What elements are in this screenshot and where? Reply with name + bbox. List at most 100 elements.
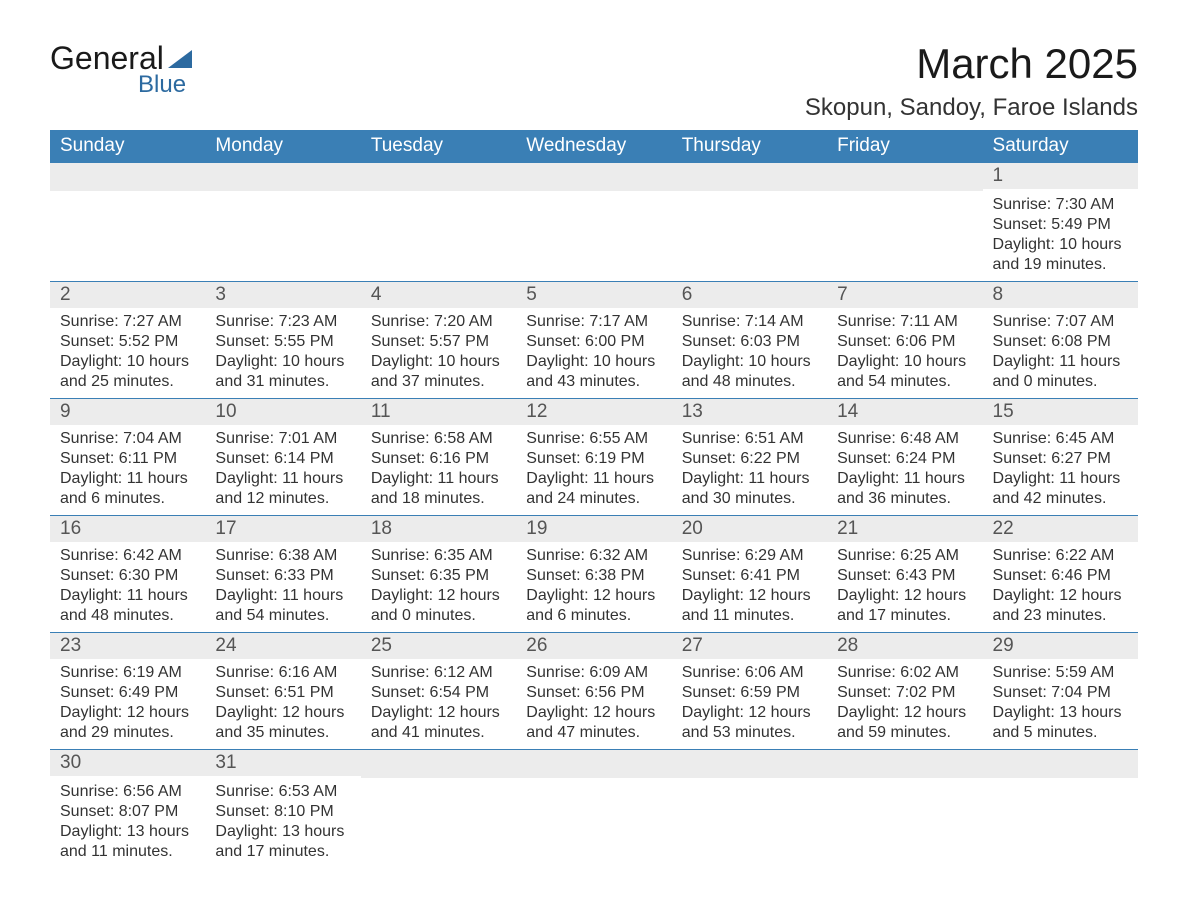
day-content: [516, 778, 671, 860]
day-content-cell: [983, 778, 1138, 868]
day-number: 19: [516, 516, 671, 542]
day-number: 11: [361, 399, 516, 425]
day-number-cell: 7: [827, 282, 982, 309]
calendar-table: Sunday Monday Tuesday Wednesday Thursday…: [50, 130, 1138, 868]
day-content: Sunrise: 6:09 AMSunset: 6:56 PMDaylight:…: [516, 659, 671, 749]
day-content: Sunrise: 6:35 AMSunset: 6:35 PMDaylight:…: [361, 542, 516, 632]
day-content: Sunrise: 7:04 AMSunset: 6:11 PMDaylight:…: [50, 425, 205, 515]
day-content-cell: Sunrise: 6:12 AMSunset: 6:54 PMDaylight:…: [361, 659, 516, 750]
day-content-cell: Sunrise: 6:06 AMSunset: 6:59 PMDaylight:…: [672, 659, 827, 750]
sunset-line: Sunset: 6:54 PM: [371, 683, 506, 703]
sunrise-line: Sunrise: 6:22 AM: [993, 546, 1128, 566]
day-number: 4: [361, 282, 516, 308]
day-content-cell: Sunrise: 6:25 AMSunset: 6:43 PMDaylight:…: [827, 542, 982, 633]
sunset-line: Sunset: 6:56 PM: [526, 683, 661, 703]
day-number-cell: 15: [983, 399, 1138, 426]
daylight-line: Daylight: 12 hours and 6 minutes.: [526, 586, 661, 626]
day-number-cell: [516, 750, 671, 779]
day-number-cell: 21: [827, 516, 982, 543]
day-content: Sunrise: 6:32 AMSunset: 6:38 PMDaylight:…: [516, 542, 671, 632]
day-number-cell: 4: [361, 282, 516, 309]
day-content: Sunrise: 6:55 AMSunset: 6:19 PMDaylight:…: [516, 425, 671, 515]
day-number-cell: 28: [827, 633, 982, 660]
day-content: [983, 778, 1138, 860]
sunset-line: Sunset: 6:19 PM: [526, 449, 661, 469]
day-number: 5: [516, 282, 671, 308]
day-content-cell: Sunrise: 6:35 AMSunset: 6:35 PMDaylight:…: [361, 542, 516, 633]
daylight-line: Daylight: 13 hours and 11 minutes.: [60, 822, 195, 862]
sunrise-line: Sunrise: 6:32 AM: [526, 546, 661, 566]
daylight-line: Daylight: 11 hours and 30 minutes.: [682, 469, 817, 509]
day-number-cell: 23: [50, 633, 205, 660]
day-number-cell: [827, 163, 982, 192]
day-content-row: Sunrise: 7:30 AMSunset: 5:49 PMDaylight:…: [50, 191, 1138, 282]
day-content: [361, 778, 516, 860]
day-content: Sunrise: 6:56 AMSunset: 8:07 PMDaylight:…: [50, 778, 205, 868]
sunset-line: Sunset: 6:22 PM: [682, 449, 817, 469]
daylight-line: Daylight: 11 hours and 24 minutes.: [526, 469, 661, 509]
day-number: 1: [983, 163, 1138, 189]
day-content: [205, 191, 360, 273]
month-title: March 2025: [805, 40, 1138, 88]
daylight-line: Daylight: 11 hours and 36 minutes.: [837, 469, 972, 509]
sunset-line: Sunset: 7:02 PM: [837, 683, 972, 703]
daylight-line: Daylight: 10 hours and 31 minutes.: [215, 352, 350, 392]
day-number: 12: [516, 399, 671, 425]
day-number-cell: 10: [205, 399, 360, 426]
day-number-cell: 11: [361, 399, 516, 426]
daylight-line: Daylight: 10 hours and 19 minutes.: [993, 235, 1128, 275]
sunrise-line: Sunrise: 7:07 AM: [993, 312, 1128, 332]
day-content-cell: Sunrise: 6:55 AMSunset: 6:19 PMDaylight:…: [516, 425, 671, 516]
title-block: March 2025 Skopun, Sandoy, Faroe Islands: [805, 40, 1138, 122]
day-number-cell: 6: [672, 282, 827, 309]
sunset-line: Sunset: 6:46 PM: [993, 566, 1128, 586]
day-number: 8: [983, 282, 1138, 308]
day-content-cell: Sunrise: 6:53 AMSunset: 8:10 PMDaylight:…: [205, 778, 360, 868]
location-subtitle: Skopun, Sandoy, Faroe Islands: [805, 94, 1138, 122]
day-content: Sunrise: 5:59 AMSunset: 7:04 PMDaylight:…: [983, 659, 1138, 749]
sunrise-line: Sunrise: 6:51 AM: [682, 429, 817, 449]
day-number: [827, 163, 982, 191]
day-number: 22: [983, 516, 1138, 542]
sunrise-line: Sunrise: 6:19 AM: [60, 663, 195, 683]
day-number-cell: [205, 163, 360, 192]
day-number: 28: [827, 633, 982, 659]
weekday-header: Wednesday: [516, 130, 671, 163]
day-number-cell: 16: [50, 516, 205, 543]
day-number-cell: [672, 750, 827, 779]
day-number-cell: [672, 163, 827, 192]
day-content-row: Sunrise: 7:04 AMSunset: 6:11 PMDaylight:…: [50, 425, 1138, 516]
day-number-row: 2345678: [50, 282, 1138, 309]
day-content-row: Sunrise: 6:19 AMSunset: 6:49 PMDaylight:…: [50, 659, 1138, 750]
day-number-cell: 17: [205, 516, 360, 543]
day-content-cell: Sunrise: 6:32 AMSunset: 6:38 PMDaylight:…: [516, 542, 671, 633]
day-number: 13: [672, 399, 827, 425]
day-content: Sunrise: 6:06 AMSunset: 6:59 PMDaylight:…: [672, 659, 827, 749]
day-content-cell: Sunrise: 6:58 AMSunset: 6:16 PMDaylight:…: [361, 425, 516, 516]
day-number-cell: 26: [516, 633, 671, 660]
day-content-cell: [672, 191, 827, 282]
day-content: Sunrise: 6:22 AMSunset: 6:46 PMDaylight:…: [983, 542, 1138, 632]
day-number: 30: [50, 750, 205, 776]
day-content: Sunrise: 7:14 AMSunset: 6:03 PMDaylight:…: [672, 308, 827, 398]
day-number: 15: [983, 399, 1138, 425]
day-number-cell: 9: [50, 399, 205, 426]
day-number: 6: [672, 282, 827, 308]
day-content-cell: Sunrise: 7:04 AMSunset: 6:11 PMDaylight:…: [50, 425, 205, 516]
day-content-cell: Sunrise: 6:19 AMSunset: 6:49 PMDaylight:…: [50, 659, 205, 750]
sunset-line: Sunset: 6:16 PM: [371, 449, 506, 469]
day-number: 17: [205, 516, 360, 542]
sunset-line: Sunset: 6:38 PM: [526, 566, 661, 586]
daylight-line: Daylight: 12 hours and 17 minutes.: [837, 586, 972, 626]
day-content: [50, 191, 205, 273]
day-content: Sunrise: 7:07 AMSunset: 6:08 PMDaylight:…: [983, 308, 1138, 398]
daylight-line: Daylight: 12 hours and 47 minutes.: [526, 703, 661, 743]
day-number: 29: [983, 633, 1138, 659]
day-number: 7: [827, 282, 982, 308]
day-content: Sunrise: 6:19 AMSunset: 6:49 PMDaylight:…: [50, 659, 205, 749]
day-content-cell: Sunrise: 6:42 AMSunset: 6:30 PMDaylight:…: [50, 542, 205, 633]
sunset-line: Sunset: 6:11 PM: [60, 449, 195, 469]
weekday-header: Tuesday: [361, 130, 516, 163]
day-content-cell: [827, 191, 982, 282]
daylight-line: Daylight: 12 hours and 11 minutes.: [682, 586, 817, 626]
